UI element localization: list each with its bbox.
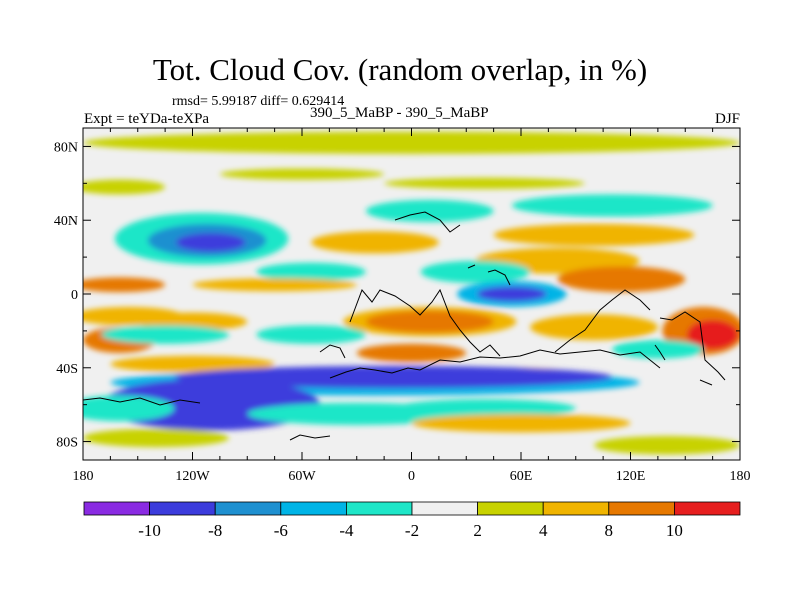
y-tick-label: 80N bbox=[54, 140, 78, 155]
x-tick-label: 120W bbox=[175, 469, 210, 484]
field-region-10 bbox=[311, 231, 439, 254]
field-region-27 bbox=[101, 325, 229, 344]
field-region-9 bbox=[493, 223, 695, 247]
x-tick-label: 180 bbox=[73, 469, 94, 484]
season-label: DJF bbox=[714, 111, 740, 127]
chart-title: Tot. Cloud Cov. (random overlap, in %) bbox=[152, 52, 648, 87]
colorbar: -10 -8 -6 -4 -2 2 4 8 10 bbox=[83, 501, 741, 540]
x-tick-label: 60E bbox=[510, 469, 533, 484]
colorbar-swatch-3 bbox=[280, 501, 347, 516]
field-region-41 bbox=[594, 436, 740, 455]
x-tick-label: 0 bbox=[408, 469, 415, 484]
field-region-30 bbox=[110, 355, 275, 373]
colorbar-label: 8 bbox=[605, 521, 614, 540]
colorbar-label: -10 bbox=[138, 521, 161, 540]
field-region-38 bbox=[393, 399, 576, 418]
y-tick-label: 40S bbox=[56, 362, 78, 377]
colorbar-label: -2 bbox=[405, 521, 419, 540]
stats-label: rmsd= 5.99187 diff= 0.629414 bbox=[172, 94, 345, 109]
colorbar-label: 10 bbox=[666, 521, 683, 540]
field-region-14 bbox=[420, 260, 531, 283]
field-region-36 bbox=[83, 395, 175, 422]
field-region-39 bbox=[411, 413, 631, 433]
colorbar-swatch-6 bbox=[477, 501, 544, 516]
field-region-13 bbox=[256, 262, 366, 282]
field-region-17 bbox=[83, 277, 166, 293]
y-tick-label: 80S bbox=[56, 436, 78, 451]
field-region-24 bbox=[687, 319, 739, 350]
colorbar-swatch-0 bbox=[83, 501, 150, 516]
field-region-6 bbox=[176, 233, 246, 252]
x-axis: 180 120W 60W 0 60E 120E 180 bbox=[73, 128, 751, 484]
colorbar-label: 2 bbox=[473, 521, 482, 540]
field-region-31 bbox=[356, 343, 467, 363]
colorbar-swatch-1 bbox=[149, 501, 216, 516]
colorbar-swatch-9 bbox=[674, 501, 741, 516]
colorbar-label: -4 bbox=[339, 521, 354, 540]
field-region-2 bbox=[219, 168, 385, 180]
x-tick-label: 180 bbox=[730, 469, 751, 484]
field-region-1 bbox=[83, 179, 166, 195]
field-region-12 bbox=[557, 266, 686, 293]
field-region-0 bbox=[83, 131, 740, 154]
y-tick-label: 0 bbox=[71, 288, 78, 303]
field-region-18 bbox=[192, 278, 357, 292]
field-region-22 bbox=[365, 310, 494, 333]
heatmap-area bbox=[82, 127, 741, 461]
field-region-7 bbox=[365, 199, 494, 223]
colorbar-swatch-7 bbox=[542, 501, 610, 516]
field-region-40 bbox=[83, 428, 229, 448]
x-tick-label: 60W bbox=[288, 469, 316, 484]
colorbar-swatch-5 bbox=[411, 501, 478, 516]
field-region-16 bbox=[477, 286, 547, 302]
x-tick-label: 120E bbox=[616, 469, 646, 484]
colorbar-swatch-2 bbox=[214, 501, 282, 516]
colorbar-label: -6 bbox=[274, 521, 288, 540]
field-region-8 bbox=[511, 194, 713, 217]
field-region-28 bbox=[256, 325, 366, 344]
coastline bbox=[83, 211, 726, 441]
field-region-25 bbox=[530, 314, 658, 341]
colorbar-swatch-4 bbox=[345, 501, 413, 516]
colorbar-label: -8 bbox=[208, 521, 222, 540]
experiment-label: Expt = teYDa-teXPa bbox=[84, 111, 210, 127]
y-tick-label: 40N bbox=[54, 214, 78, 229]
field-region-3 bbox=[384, 177, 585, 189]
y-axis: 80N 40N 0 40S 80S bbox=[54, 140, 740, 451]
colorbar-swatch-8 bbox=[608, 501, 675, 516]
field-region-34 bbox=[174, 365, 613, 389]
colorbar-label: 4 bbox=[539, 521, 548, 540]
comparison-label: 390_5_MaBP - 390_5_MaBP bbox=[310, 105, 489, 121]
